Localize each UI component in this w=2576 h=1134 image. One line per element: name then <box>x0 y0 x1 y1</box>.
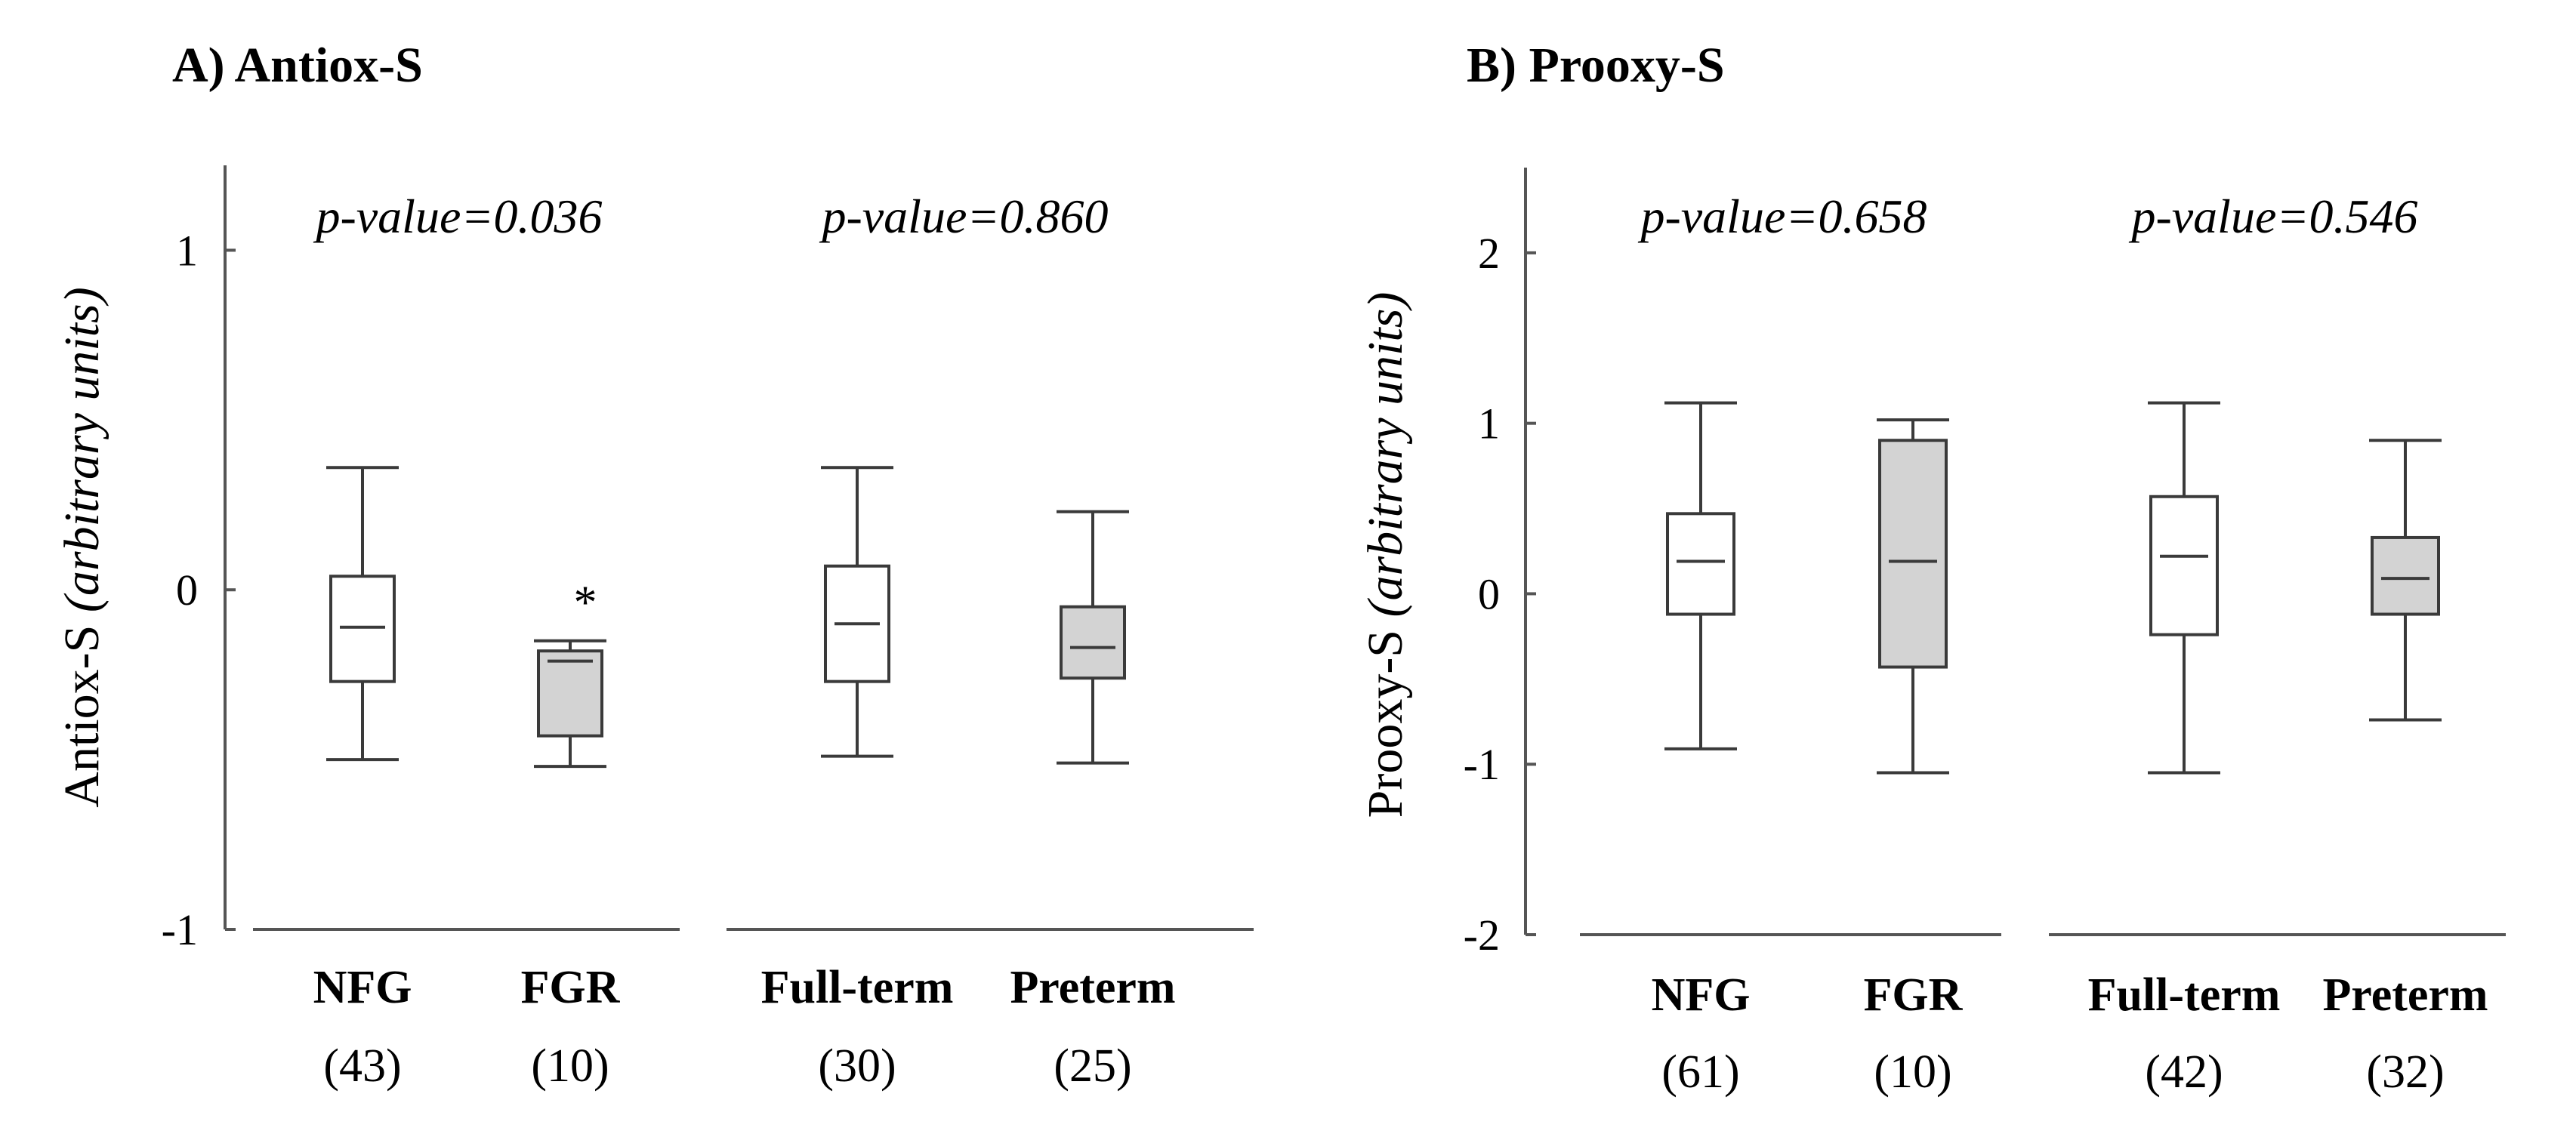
y-axis-title-unit: (arbitrary units) <box>54 287 110 612</box>
box-iqr <box>1666 512 1735 616</box>
box-iqr <box>1060 605 1126 680</box>
significance-marker: * <box>574 578 597 629</box>
category-label: NFG <box>1652 969 1751 1021</box>
category-label: FGR <box>521 962 621 1013</box>
sample-size-label: (10) <box>531 1040 609 1092</box>
category-label: Preterm <box>1010 962 1175 1013</box>
box-iqr <box>2371 535 2440 616</box>
p-value-label: p-value=0.860 <box>819 190 1108 243</box>
box-iqr <box>329 575 396 683</box>
y-tick-label: 1 <box>176 226 198 275</box>
p-value-label: p-value=0.036 <box>313 190 602 243</box>
panel-title: B) Prooxy-S <box>1467 38 1725 93</box>
sample-size-label: (25) <box>1054 1040 1131 1092</box>
category-label: NFG <box>313 962 412 1013</box>
y-axis-title-main: Antiox-S <box>54 612 110 808</box>
sample-size-label: (32) <box>2366 1046 2444 1098</box>
y-axis-title: Antiox-S (arbitrary units) <box>54 287 110 807</box>
panel-antiox: A) Antiox-S Antiox-S (arbitrary units) -1 0… <box>54 38 1254 1092</box>
box-iqr <box>537 649 603 738</box>
y-axis-title-main: Prooxy-S <box>1358 617 1413 818</box>
p-value-label: p-value=0.658 <box>1637 190 1927 243</box>
sample-size-label: (10) <box>1874 1046 1951 1098</box>
y-tick-label: -1 <box>162 905 198 954</box>
panel-title: A) Antiox-S <box>172 38 423 93</box>
sample-size-label: (43) <box>323 1040 401 1092</box>
panel-prooxy: B) Prooxy-S Prooxy-S (arbitrary units) -2 -… <box>1358 38 2506 1098</box>
sample-size-label: (61) <box>1661 1046 1739 1098</box>
p-value-label: p-value=0.546 <box>2128 190 2417 243</box>
y-tick-label: 2 <box>1478 229 1500 278</box>
category-label: Preterm <box>2322 969 2488 1021</box>
category-label: FGR <box>1864 969 1964 1021</box>
category-label: Full-term <box>761 962 954 1013</box>
y-tick-label: -2 <box>1464 911 1500 960</box>
sample-size-label: (42) <box>2145 1046 2223 1098</box>
box-iqr <box>1878 439 1948 669</box>
y-tick-label: -1 <box>1464 740 1500 789</box>
category-label: Full-term <box>2088 969 2281 1021</box>
box-iqr <box>2149 495 2219 636</box>
y-tick-label: 0 <box>1478 569 1500 618</box>
y-tick-label: 0 <box>176 565 198 615</box>
sample-size-label: (30) <box>818 1040 896 1092</box>
y-axis-title: Prooxy-S (arbitrary units) <box>1358 292 1413 818</box>
y-tick-label: 1 <box>1478 399 1500 448</box>
y-axis-title-unit: (arbitrary units) <box>1358 292 1413 618</box>
